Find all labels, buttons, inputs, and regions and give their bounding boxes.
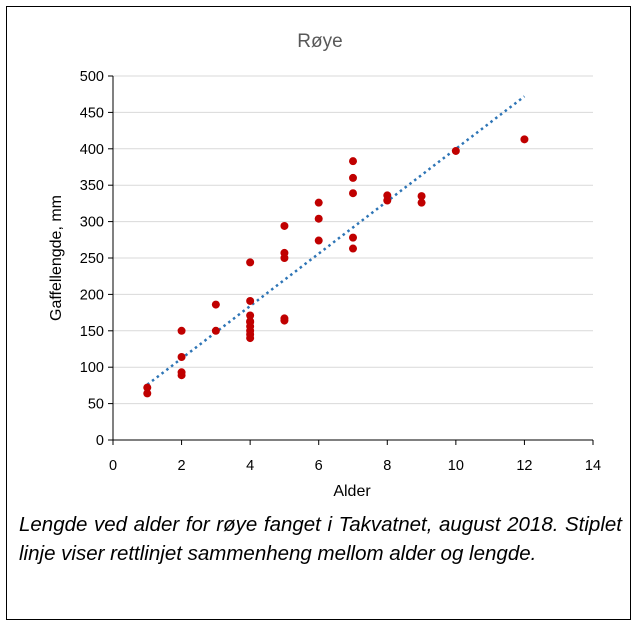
- data-point: [314, 214, 323, 223]
- x-tick-label: 14: [585, 458, 601, 474]
- data-points: [143, 135, 529, 398]
- data-point: [349, 244, 357, 253]
- data-point: [143, 389, 152, 398]
- y-tick-label: 150: [80, 324, 104, 340]
- data-point: [211, 300, 220, 309]
- data-point: [349, 157, 357, 166]
- x-tick-label: 0: [109, 458, 117, 474]
- data-point: [246, 334, 255, 343]
- y-tick-label: 300: [80, 215, 104, 231]
- data-point: [383, 196, 392, 205]
- y-tick-label: 250: [80, 251, 104, 267]
- x-axis-label: Alder: [333, 483, 371, 500]
- x-tick-label: 10: [448, 458, 464, 474]
- y-tick-label: 100: [80, 360, 104, 376]
- x-tick-label: 2: [178, 458, 186, 474]
- y-tick-label: 400: [80, 142, 104, 158]
- data-point: [417, 198, 426, 207]
- data-point: [520, 135, 529, 144]
- scatter-chart: Røye 0 50 100 150 200 250 300 350 400 450 500 0 2 4 6…: [48, 31, 601, 500]
- data-point: [451, 146, 460, 155]
- figure-caption: Lengde ved alder for røye fanget i Takva…: [19, 513, 622, 565]
- data-point: [246, 318, 255, 327]
- trendline: [146, 95, 526, 386]
- y-tick-label: 450: [80, 105, 104, 121]
- data-point: [314, 198, 323, 207]
- x-tick-label: 12: [516, 458, 532, 474]
- data-point: [246, 296, 255, 305]
- y-tick-labels: 0 50 100 150 200 250 300 350 400 450 500: [80, 69, 104, 449]
- data-point: [177, 371, 186, 380]
- data-point: [143, 383, 152, 392]
- x-tick-label: 8: [383, 458, 391, 474]
- x-tick-label: 4: [246, 458, 254, 474]
- data-point: [417, 192, 426, 201]
- x-tick-label: 6: [315, 458, 323, 474]
- data-point: [349, 189, 357, 198]
- data-point: [349, 233, 357, 242]
- data-point: [177, 326, 186, 335]
- y-axis-label: Gaffellengde, mm: [48, 195, 65, 321]
- figure-frame: [6, 6, 631, 620]
- x-tick-labels: 0 2 4 6 8 10 12 14: [109, 458, 601, 474]
- data-point: [349, 173, 357, 182]
- y-tick-label: 50: [88, 397, 104, 413]
- y-tick-label: 0: [96, 433, 104, 449]
- data-point: [314, 236, 323, 245]
- data-point: [280, 254, 289, 262]
- gridlines: [113, 75, 593, 405]
- y-tick-label: 200: [80, 287, 104, 303]
- data-point: [211, 326, 220, 335]
- y-tick-label: 350: [80, 178, 104, 194]
- y-tick-label: 500: [80, 69, 104, 85]
- data-point: [280, 316, 289, 325]
- chart-title: Røye: [297, 31, 342, 52]
- data-point: [246, 258, 255, 267]
- data-point: [280, 221, 289, 230]
- data-point: [246, 311, 255, 320]
- axes: [108, 75, 594, 445]
- data-point: [177, 353, 186, 362]
- trendline-segment: [146, 95, 526, 386]
